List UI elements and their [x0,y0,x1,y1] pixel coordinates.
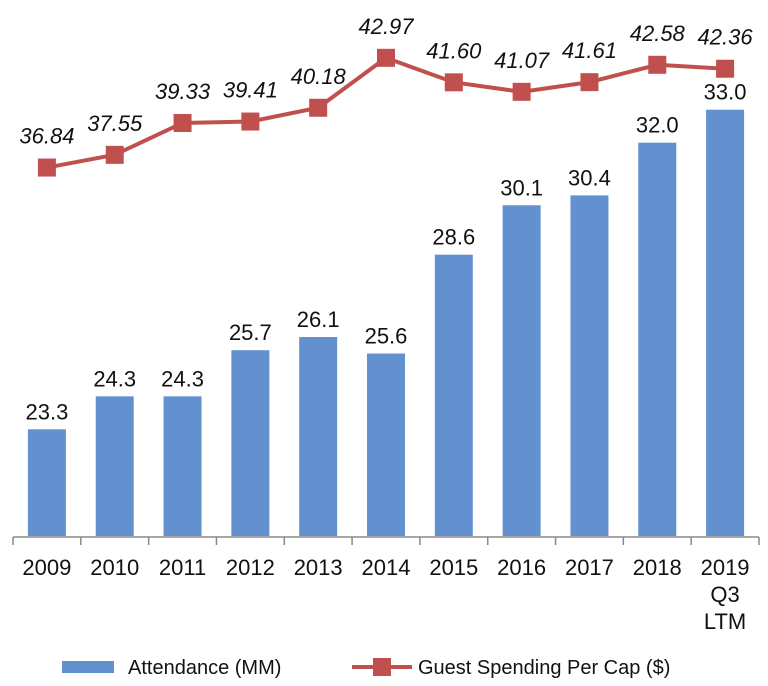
x-tick-label: 2009 [22,555,72,580]
bar [229,348,272,538]
legend-marker [373,658,391,676]
line-marker [105,145,124,164]
legend-label: Attendance (MM) [128,657,281,679]
bar [704,107,747,538]
line-value-label: 37.55 [87,111,143,136]
line-value-label: 39.33 [155,79,211,104]
x-tick-label: 2011 [158,555,207,580]
line-value-label: 42.97 [358,14,414,39]
line [46,55,726,170]
line-marker [37,158,56,177]
line-marker [716,59,735,78]
x-tick-label: 2019 Q3 LTM [700,555,750,634]
bar [297,335,340,538]
line-value-label: 41.61 [562,38,617,63]
bar-value-label: 30.1 [500,175,543,200]
bar [636,140,679,539]
line-marker [173,113,192,132]
line-marker [377,48,395,67]
bar [568,193,611,538]
x-tick-label: 2017 [564,555,614,580]
line-value-label: 41.60 [426,38,482,63]
line-value-label: 42.36 [698,25,754,50]
line-marker [512,82,531,101]
legend-swatch [62,661,114,673]
bar [25,427,68,538]
line-value-label: 36.84 [19,124,74,149]
line-value-label: 39.41 [223,78,278,103]
line-value-label: 42.58 [630,21,686,46]
legend-label: Guest Spending Per Cap ($) [418,657,670,679]
line-value-label: 41.07 [494,48,550,73]
line-marker [309,98,328,117]
line-marker [241,112,260,131]
line-marker [580,73,599,92]
bar [161,394,204,539]
bar [432,252,475,539]
x-tick-label: 2013 [293,555,343,580]
x-tick-label: 2012 [225,555,275,580]
bar-value-label: 32.0 [636,113,679,138]
line-value-label: 40.18 [291,64,347,89]
bar-value-label: 26.1 [297,307,340,332]
bar-value-label: 28.6 [432,225,475,250]
line-marker [648,55,667,74]
x-tick-label: 2018 [632,555,682,580]
x-tick-label: 2016 [497,555,547,580]
bar [93,394,136,539]
bar-value-label: 25.7 [229,320,272,345]
line-marker [444,73,463,92]
x-tick-label: 2010 [90,555,140,580]
bar [500,203,543,539]
bar-value-label: 30.4 [568,165,611,190]
x-tick-label: 2014 [361,555,411,580]
bar-value-label: 25.6 [365,324,408,349]
bar-value-label: 23.3 [25,399,68,424]
bar-value-label: 24.3 [161,366,204,391]
bar-value-label: 24.3 [93,366,136,391]
bar [365,351,407,539]
bar-value-label: 33.0 [704,80,747,105]
x-tick-label: 2015 [429,555,479,580]
